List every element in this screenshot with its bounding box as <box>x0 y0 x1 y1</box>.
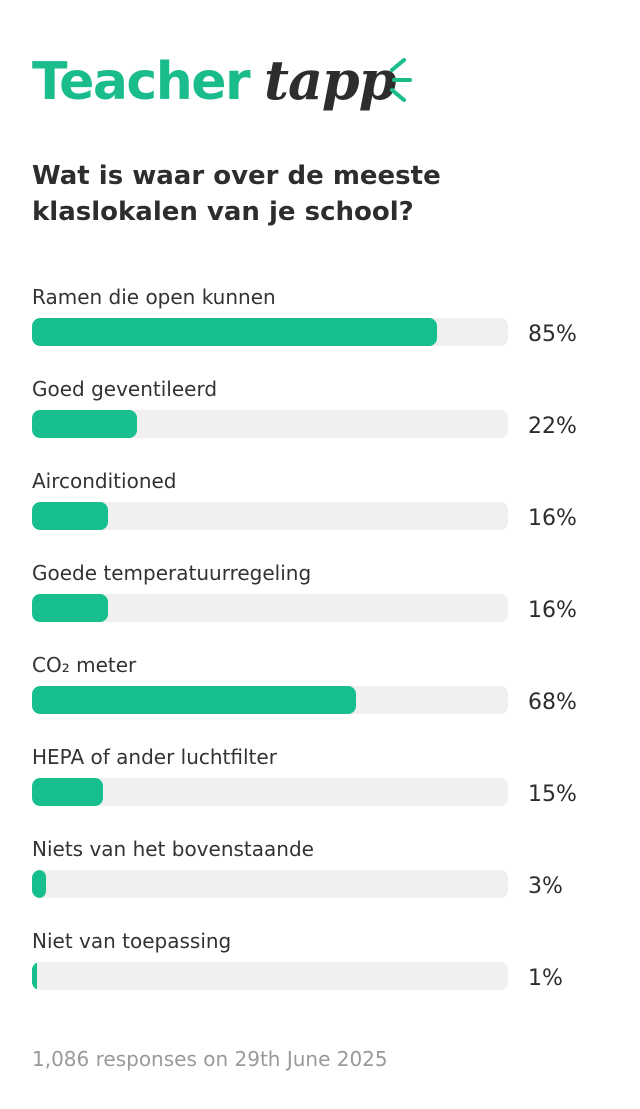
logo-text-teacher: Teacher <box>32 52 251 112</box>
logo-text-tapp: tapp <box>264 48 396 112</box>
bar-track <box>32 410 508 438</box>
bar-track <box>32 962 508 990</box>
result-row: Airconditioned 16% <box>32 468 608 548</box>
result-row: Ramen die open kunnen 85% <box>32 284 608 364</box>
logo-ray-top <box>390 58 406 72</box>
bar <box>32 962 37 990</box>
bar-track <box>32 870 508 898</box>
value-label: 16% <box>528 598 577 623</box>
value-label: 16% <box>528 506 577 531</box>
bar-track <box>32 502 508 530</box>
bar <box>32 502 108 530</box>
chart-title: Wat is waar over de meeste klaslokalen v… <box>32 161 441 227</box>
bar <box>32 870 46 898</box>
teachertapp-logo: Teacher tapp <box>32 48 452 122</box>
category-label: Ramen die open kunnen <box>32 285 276 309</box>
value-label: 1% <box>528 966 563 991</box>
bar-track <box>32 778 508 806</box>
bar <box>32 318 437 346</box>
category-label: Goed geventileerd <box>32 377 218 401</box>
result-row: Niet van toepassing 1% <box>32 928 608 1008</box>
result-row: Niets van het bovenstaande 3% <box>32 836 608 916</box>
bar <box>32 594 108 622</box>
value-label: 22% <box>528 414 577 439</box>
category-label: Goede temperatuurregeling <box>32 561 312 585</box>
responses-footer: 1,086 responses on 29th June 2025 <box>32 1047 388 1071</box>
bar-track <box>32 318 508 346</box>
category-label: Airconditioned <box>32 469 177 493</box>
value-label: 15% <box>528 782 577 807</box>
value-label: 85% <box>528 322 577 347</box>
value-label: 3% <box>528 874 563 899</box>
category-label: CO₂ meter <box>32 653 137 677</box>
value-label: 68% <box>528 690 577 715</box>
result-row: CO₂ meter 68% <box>32 652 608 732</box>
category-label: Niet van toepassing <box>32 929 232 953</box>
result-row: Goede temperatuurregeling 16% <box>32 560 608 640</box>
category-label: Niets van het bovenstaande <box>32 837 314 861</box>
logo-rays-icon <box>390 58 412 102</box>
bar-track <box>32 594 508 622</box>
bar <box>32 686 356 714</box>
category-label: HEPA of ander luchtfilter <box>32 745 277 769</box>
logo-ray-bottom <box>390 88 406 102</box>
bar <box>32 778 103 806</box>
bar <box>32 410 137 438</box>
result-row: HEPA of ander luchtfilter 15% <box>32 744 608 824</box>
result-row: Goed geventileerd 22% <box>32 376 608 456</box>
bar-track <box>32 686 508 714</box>
